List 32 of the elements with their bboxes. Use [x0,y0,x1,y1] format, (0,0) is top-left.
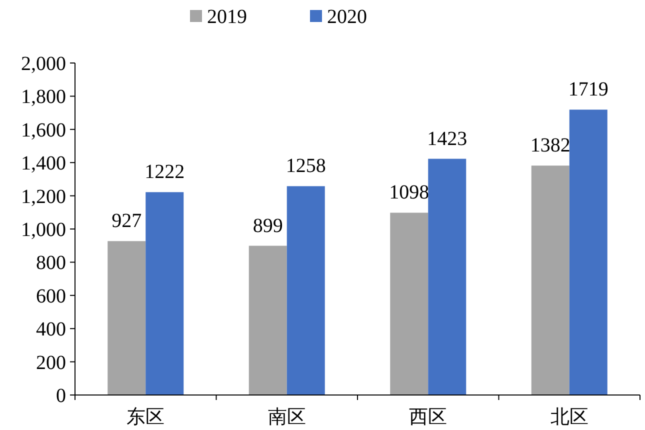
bar [146,192,184,395]
bar [108,241,146,395]
y-tick-label: 800 [36,252,66,274]
y-tick-label: 1,200 [21,186,66,208]
y-tick-label: 1,000 [21,219,66,241]
y-tick-label: 2,000 [21,53,66,75]
bar [531,166,570,395]
x-tick-label: 东区 [126,407,165,428]
bar [569,110,608,395]
y-tick-label: 400 [36,318,66,341]
x-tick-label: 西区 [409,407,448,428]
y-tick-label: 1,400 [21,152,66,175]
data-label: 899 [252,214,283,237]
y-tick-label: 0 [56,385,66,407]
bar [286,186,325,395]
data-label: 1719 [568,78,608,101]
y-tick-label: 1,800 [21,86,66,108]
x-tick-label: 北区 [550,407,588,428]
y-tick-label: 200 [36,352,66,374]
bar [390,212,428,395]
x-tick-label: 南区 [268,407,306,428]
data-label: 1258 [286,155,326,178]
data-label: 927 [112,210,142,232]
data-label: 1423 [427,128,468,150]
bar [428,158,466,395]
legend-label: 2019 [207,6,247,28]
data-label: 1222 [144,161,185,184]
y-tick-label: 600 [36,285,66,308]
legend-label: 2020 [327,6,367,28]
y-tick-label: 1,600 [21,119,66,142]
data-label: 1382 [530,134,570,157]
bar [248,246,287,395]
